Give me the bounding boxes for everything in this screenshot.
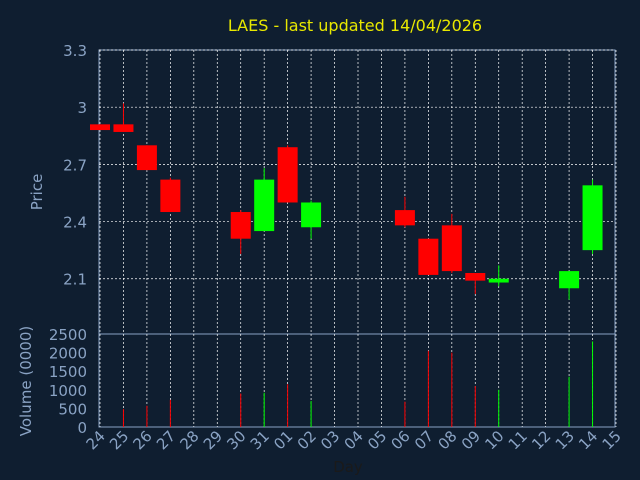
candle-body bbox=[136, 145, 157, 171]
candle-body bbox=[582, 185, 603, 251]
candle-body bbox=[90, 124, 110, 131]
candle-10 bbox=[488, 265, 509, 287]
x-axis-label: Day bbox=[333, 458, 363, 476]
price-y-tick-label: 2.1 bbox=[63, 271, 87, 289]
volume-y-axis-label: Volume (0000) bbox=[17, 326, 35, 436]
candle-body bbox=[441, 225, 462, 272]
candle-25 bbox=[113, 103, 134, 132]
candle-body bbox=[113, 124, 134, 132]
candle-30 bbox=[230, 210, 251, 254]
volume-y-tick-label: 2500 bbox=[49, 326, 87, 344]
candle-body bbox=[559, 271, 580, 289]
candle-26 bbox=[136, 145, 157, 171]
candle-09 bbox=[465, 273, 486, 294]
candle-01 bbox=[277, 145, 298, 203]
price-y-axis-label: Price bbox=[28, 174, 46, 211]
candle-14 bbox=[582, 179, 603, 254]
price-y-ticks: 2.1 2.4 2.7 3 3.3 bbox=[63, 42, 87, 289]
volume-y-tick-label: 2000 bbox=[49, 345, 87, 363]
candle-body bbox=[488, 278, 509, 283]
candle-body bbox=[254, 179, 275, 232]
candle-27 bbox=[160, 177, 181, 213]
candles bbox=[90, 103, 603, 300]
volume-bars bbox=[122, 341, 594, 427]
candle-body bbox=[418, 238, 439, 275]
price-y-tick-label: 3 bbox=[77, 99, 87, 117]
candle-body bbox=[301, 202, 322, 228]
candle-body bbox=[230, 212, 251, 239]
candle-body bbox=[394, 210, 415, 226]
volume-y-tick-label: 0 bbox=[77, 419, 87, 437]
candle-02 bbox=[301, 200, 322, 239]
candle-08 bbox=[441, 213, 462, 274]
price-y-tick-label: 3.3 bbox=[63, 42, 87, 60]
volume-y-tick-label: 1000 bbox=[49, 382, 87, 400]
chart-title: LAES - last updated 14/04/2026 bbox=[228, 16, 482, 35]
price-panel: 2.1 2.4 2.7 3 3.3 Price bbox=[28, 42, 617, 335]
volume-plot-frame bbox=[98, 333, 616, 428]
x-axis-ticks: 2425262728293031010203040506070809101112… bbox=[83, 427, 625, 453]
candle-24 bbox=[90, 124, 110, 131]
candle-body bbox=[465, 273, 486, 281]
candle-body bbox=[277, 147, 298, 203]
candle-body bbox=[160, 179, 181, 213]
candle-07 bbox=[418, 238, 439, 275]
price-y-tick-label: 2.4 bbox=[63, 214, 87, 232]
price-y-tick-label: 2.7 bbox=[63, 156, 87, 174]
candle-06 bbox=[394, 196, 415, 228]
volume-y-tick-label: 1500 bbox=[49, 363, 87, 381]
candle-13 bbox=[559, 271, 580, 300]
volume-y-tick-label: 500 bbox=[58, 400, 87, 418]
candle-31 bbox=[254, 168, 275, 232]
